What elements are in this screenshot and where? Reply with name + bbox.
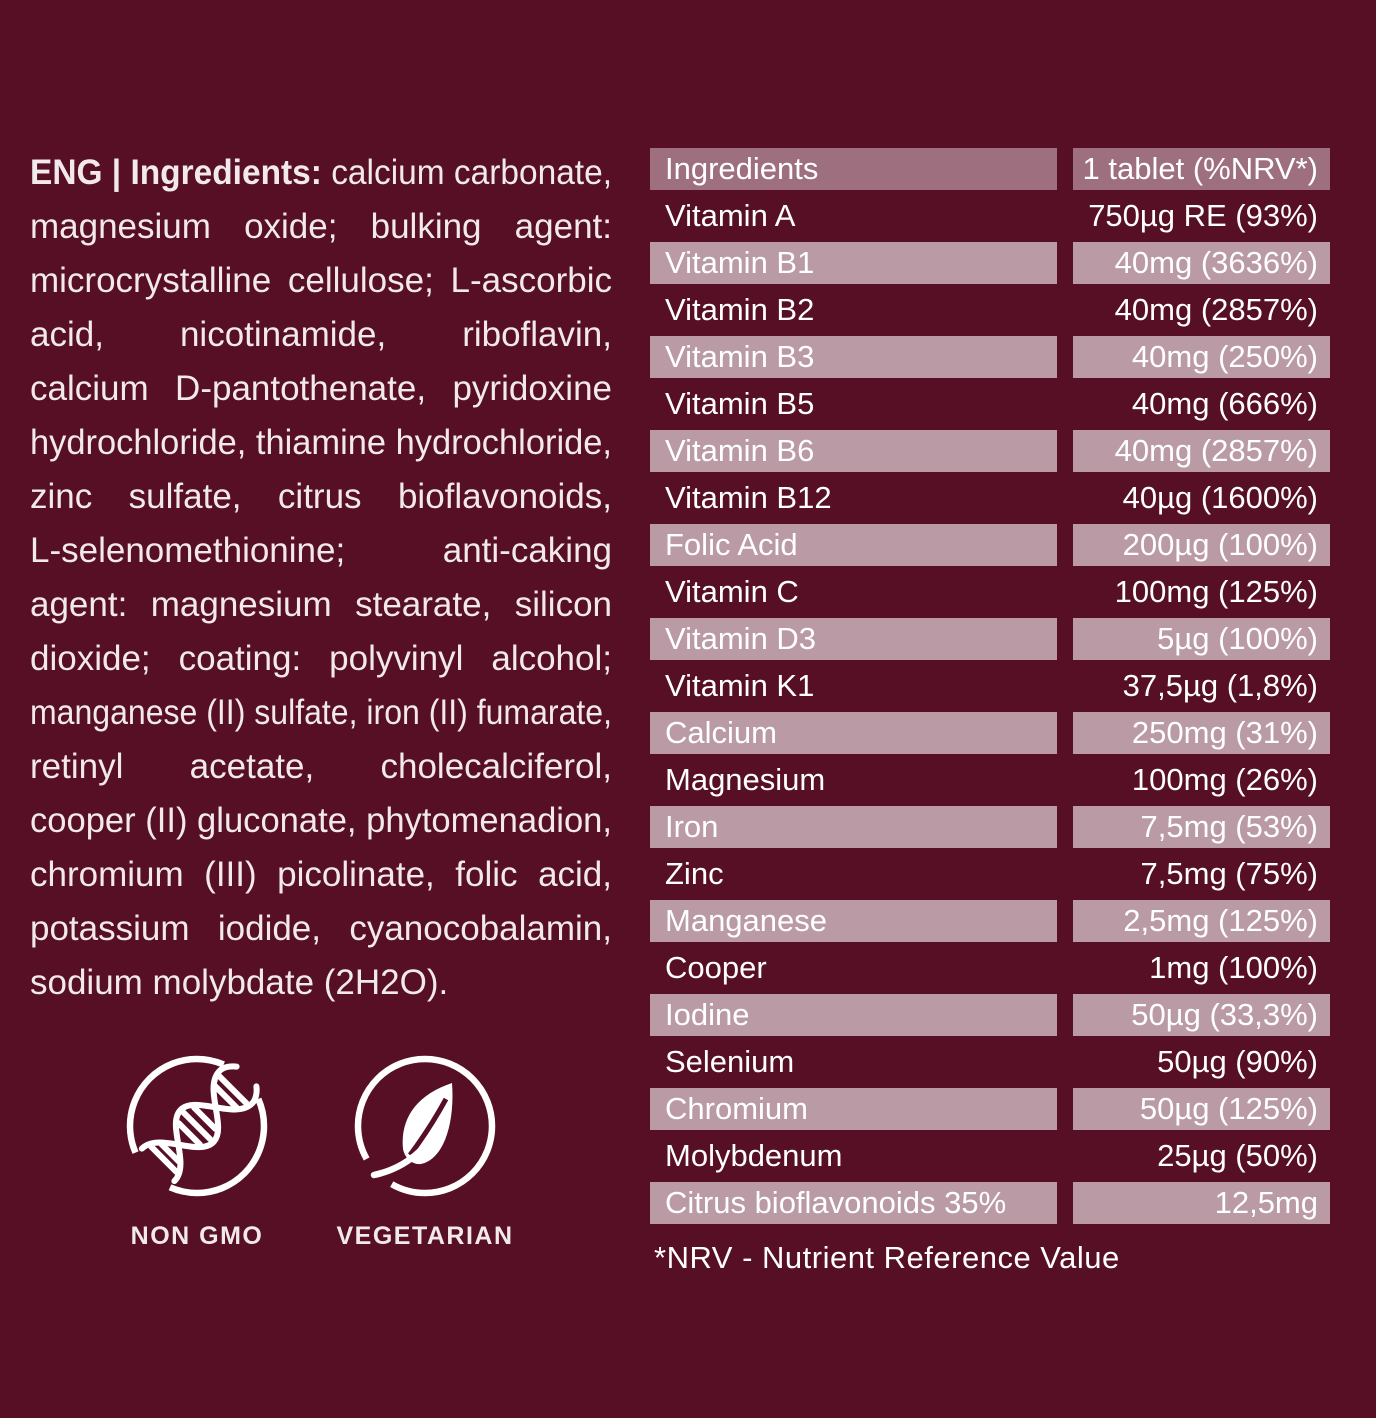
ingredient-value-cell: 40µg (1600%) xyxy=(1122,480,1318,515)
table-row: Cooper 1mg (100%) xyxy=(650,947,1330,989)
ingredient-name-cell: Cooper xyxy=(665,950,767,985)
ingredients-line: chromium (III) picolinate, folic acid, xyxy=(30,855,612,894)
table-row: Magnesium 100mg (26%) xyxy=(650,759,1330,801)
ingredients-line: dioxide; coating: polyvinyl alcohol; xyxy=(30,639,612,678)
table-row: Folic Acid 200µg (100%) xyxy=(650,524,1330,566)
ingredient-value-cell: 5µg (100%) xyxy=(1073,618,1330,660)
badge-row: NON GMO VEGETARIAN xyxy=(122,1055,512,1251)
table-row: Vitamin D3 5µg (100%) xyxy=(650,618,1330,660)
ingredient-name-cell: Folic Acid xyxy=(650,524,1057,566)
table-row: Selenium 50µg (90%) xyxy=(650,1041,1330,1083)
ingredients-line: sodium molybdate (2H2O). xyxy=(30,963,449,1002)
ingredients-line: L-selenomethionine; anti-caking xyxy=(30,531,612,570)
ingredient-value-cell: 37,5µg (1,8%) xyxy=(1122,668,1318,703)
ingredient-value-cell: 7,5mg (53%) xyxy=(1073,806,1330,848)
ingredient-name-cell: Zinc xyxy=(665,856,724,891)
badge-vegetarian: VEGETARIAN xyxy=(336,1055,512,1251)
ingredient-value-cell: 12,5mg xyxy=(1073,1182,1330,1224)
ingredient-name-cell: Vitamin B12 xyxy=(665,480,832,515)
table-row: Molybdenum 25µg (50%) xyxy=(650,1135,1330,1177)
table-row: Citrus bioflavonoids 35% 12,5mg xyxy=(650,1182,1330,1224)
ingredient-name-cell: Iodine xyxy=(650,994,1057,1036)
ingredient-name-cell: Vitamin B3 xyxy=(650,336,1057,378)
nutrition-table: Ingredients 1 tablet (%NRV*) Vitamin A 750µ… xyxy=(650,148,1330,1229)
ingredients-line: manganese (II) sulfate, iron (II) fumara… xyxy=(30,693,612,732)
table-row: Vitamin K1 37,5µg (1,8%) xyxy=(650,665,1330,707)
table-row: Zinc 7,5mg (75%) xyxy=(650,853,1330,895)
ingredient-value-cell: 40mg (250%) xyxy=(1073,336,1330,378)
ingredient-value-cell: 40mg (2857%) xyxy=(1114,292,1318,327)
ingredients-line: zinc sulfate, citrus bioflavonoids, xyxy=(30,477,612,516)
ingredient-value-cell: 1 tablet (%NRV*) xyxy=(1073,148,1330,190)
ingredient-value-cell: 25µg (50%) xyxy=(1157,1138,1318,1173)
ingredients-line: acid, nicotinamide, riboflavin, xyxy=(30,315,612,354)
ingredients-lead: ENG | Ingredients: xyxy=(30,153,322,192)
ingredient-name-cell: Iron xyxy=(650,806,1057,848)
ingredients-line: potassium iodide, cyanocobalamin, xyxy=(30,909,612,948)
badge-label-non-gmo: NON GMO xyxy=(130,1222,264,1250)
table-row: Vitamin B3 40mg (250%) xyxy=(650,336,1330,378)
badge-non-gmo: NON GMO xyxy=(122,1055,272,1251)
ingredient-value-cell: 50µg (90%) xyxy=(1157,1044,1318,1079)
ingredient-value-cell: 250mg (31%) xyxy=(1073,712,1330,754)
ingredient-value-cell: 100mg (125%) xyxy=(1114,574,1318,609)
table-row: Vitamin B5 40mg (666%) xyxy=(650,383,1330,425)
vegetarian-leaf-icon xyxy=(354,1055,496,1197)
ingredient-name-cell: Ingredients xyxy=(650,148,1057,190)
ingredient-name-cell: Chromium xyxy=(650,1088,1057,1130)
nrv-footnote: *NRV - Nutrient Reference Value xyxy=(654,1240,1120,1275)
ingredient-name-cell: Vitamin B2 xyxy=(665,292,815,327)
ingredient-name-cell: Vitamin B5 xyxy=(665,386,815,421)
ingredient-value-cell: 40mg (3636%) xyxy=(1073,242,1330,284)
ingredient-value-cell: 200µg (100%) xyxy=(1073,524,1330,566)
table-header-row: Ingredients 1 tablet (%NRV*) xyxy=(650,148,1330,190)
ingredient-name-cell: Vitamin C xyxy=(665,574,799,609)
ingredient-value-cell: 100mg (26%) xyxy=(1131,762,1318,797)
table-row: Vitamin A 750µg RE (93%) xyxy=(650,195,1330,237)
table-row: Iodine 50µg (33,3%) xyxy=(650,994,1330,1036)
ingredient-name-cell: Vitamin K1 xyxy=(665,668,815,703)
ingredient-value-cell: 2,5mg (125%) xyxy=(1073,900,1330,942)
table-row: Vitamin B6 40mg (2857%) xyxy=(650,430,1330,472)
table-row: Calcium 250mg (31%) xyxy=(650,712,1330,754)
ingredients-line: retinyl acetate, cholecalciferol, xyxy=(30,747,612,786)
ingredient-value-cell: 40mg (2857%) xyxy=(1073,430,1330,472)
ingredient-name-cell: Vitamin D3 xyxy=(650,618,1057,660)
ingredient-value-cell: 1mg (100%) xyxy=(1149,950,1318,985)
ingredients-line: hydrochloride, thiamine hydrochloride, xyxy=(30,423,612,462)
table-row: Vitamin C 100mg (125%) xyxy=(650,571,1330,613)
ingredient-value-cell: 750µg RE (93%) xyxy=(1088,198,1318,233)
ingredients-line: ENG | Ingredients: calcium carbonate, xyxy=(30,153,612,192)
ingredient-name-cell: Magnesium xyxy=(665,762,826,797)
ingredient-name-cell: Vitamin B6 xyxy=(650,430,1057,472)
ingredients-line: calcium D-pantothenate, pyridoxine xyxy=(30,369,612,408)
non-gmo-dna-icon xyxy=(126,1055,268,1197)
ingredient-value-cell: 7,5mg (75%) xyxy=(1140,856,1318,891)
ingredients-line: magnesium oxide; bulking agent: xyxy=(30,207,612,246)
ingredient-value-cell: 50µg (33,3%) xyxy=(1073,994,1330,1036)
table-row: Chromium 50µg (125%) xyxy=(650,1088,1330,1130)
ingredient-name-cell: Manganese xyxy=(650,900,1057,942)
ingredient-value-cell: 50µg (125%) xyxy=(1073,1088,1330,1130)
ingredients-line: cooper (II) gluconate, phytomenadion, xyxy=(30,801,612,840)
ingredients-paragraph: ENG | Ingredients: calcium carbonate, mag… xyxy=(30,146,612,1010)
ingredient-name-cell: Selenium xyxy=(665,1044,795,1079)
ingredients-line: agent: magnesium stearate, silicon xyxy=(30,585,612,624)
table-row: Vitamin B12 40µg (1600%) xyxy=(650,477,1330,519)
table-row: Iron 7,5mg (53%) xyxy=(650,806,1330,848)
table-row: Vitamin B1 40mg (3636%) xyxy=(650,242,1330,284)
ingredient-name-cell: Calcium xyxy=(650,712,1057,754)
ingredient-value-cell: 40mg (666%) xyxy=(1131,386,1318,421)
ingredients-line: microcrystalline cellulose; L-ascorbic xyxy=(30,261,612,300)
ingredient-name-cell: Vitamin A xyxy=(665,198,796,233)
ingredient-name-cell: Citrus bioflavonoids 35% xyxy=(650,1182,1057,1224)
ingredient-name-cell: Molybdenum xyxy=(665,1138,843,1173)
badge-label-vegetarian: VEGETARIAN xyxy=(336,1222,514,1250)
table-row: Manganese 2,5mg (125%) xyxy=(650,900,1330,942)
ingredient-name-cell: Vitamin B1 xyxy=(650,242,1057,284)
table-row: Vitamin B2 40mg (2857%) xyxy=(650,289,1330,331)
